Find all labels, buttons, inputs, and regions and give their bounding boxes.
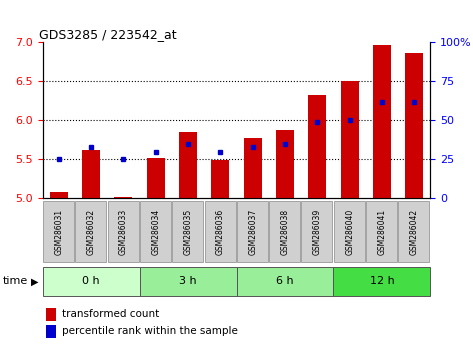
FancyBboxPatch shape <box>204 201 236 262</box>
Bar <box>114 197 132 198</box>
Text: ▶: ▶ <box>31 276 38 286</box>
Text: GDS3285 / 223542_at: GDS3285 / 223542_at <box>39 28 176 41</box>
Bar <box>46 325 56 338</box>
Text: GSM286033: GSM286033 <box>119 209 128 255</box>
FancyBboxPatch shape <box>107 201 139 262</box>
FancyBboxPatch shape <box>236 267 333 296</box>
FancyBboxPatch shape <box>366 201 397 262</box>
Bar <box>276 131 294 198</box>
Text: GSM286032: GSM286032 <box>87 209 96 255</box>
Bar <box>211 160 229 198</box>
Text: GSM286034: GSM286034 <box>151 209 160 255</box>
Bar <box>147 158 165 198</box>
Text: GSM286039: GSM286039 <box>313 209 322 255</box>
FancyBboxPatch shape <box>43 201 74 262</box>
Text: GSM286037: GSM286037 <box>248 209 257 255</box>
FancyBboxPatch shape <box>301 201 333 262</box>
FancyBboxPatch shape <box>333 267 430 296</box>
Text: time: time <box>2 276 27 286</box>
Text: 12 h: 12 h <box>369 276 394 286</box>
FancyBboxPatch shape <box>237 201 268 262</box>
Text: 6 h: 6 h <box>276 276 294 286</box>
Text: 3 h: 3 h <box>179 276 197 286</box>
FancyBboxPatch shape <box>269 201 300 262</box>
Bar <box>82 150 100 198</box>
Text: GSM286042: GSM286042 <box>410 209 419 255</box>
Bar <box>179 132 197 198</box>
Text: GSM286040: GSM286040 <box>345 209 354 255</box>
Bar <box>50 192 68 198</box>
Bar <box>46 308 56 321</box>
Bar <box>373 45 391 198</box>
Text: 0 h: 0 h <box>82 276 100 286</box>
Text: GSM286038: GSM286038 <box>280 209 289 255</box>
FancyBboxPatch shape <box>398 201 429 262</box>
Bar <box>341 81 359 198</box>
Text: percentile rank within the sample: percentile rank within the sample <box>62 326 238 336</box>
Text: GSM286035: GSM286035 <box>184 209 193 255</box>
Bar <box>244 138 262 198</box>
FancyBboxPatch shape <box>75 201 106 262</box>
Text: transformed count: transformed count <box>62 309 159 319</box>
Bar <box>405 53 423 198</box>
Text: GSM286036: GSM286036 <box>216 209 225 255</box>
Bar <box>308 96 326 198</box>
Text: GSM286031: GSM286031 <box>54 209 63 255</box>
FancyBboxPatch shape <box>334 201 365 262</box>
Text: GSM286041: GSM286041 <box>377 209 386 255</box>
FancyBboxPatch shape <box>140 201 171 262</box>
FancyBboxPatch shape <box>172 201 203 262</box>
FancyBboxPatch shape <box>140 267 236 296</box>
FancyBboxPatch shape <box>43 267 140 296</box>
